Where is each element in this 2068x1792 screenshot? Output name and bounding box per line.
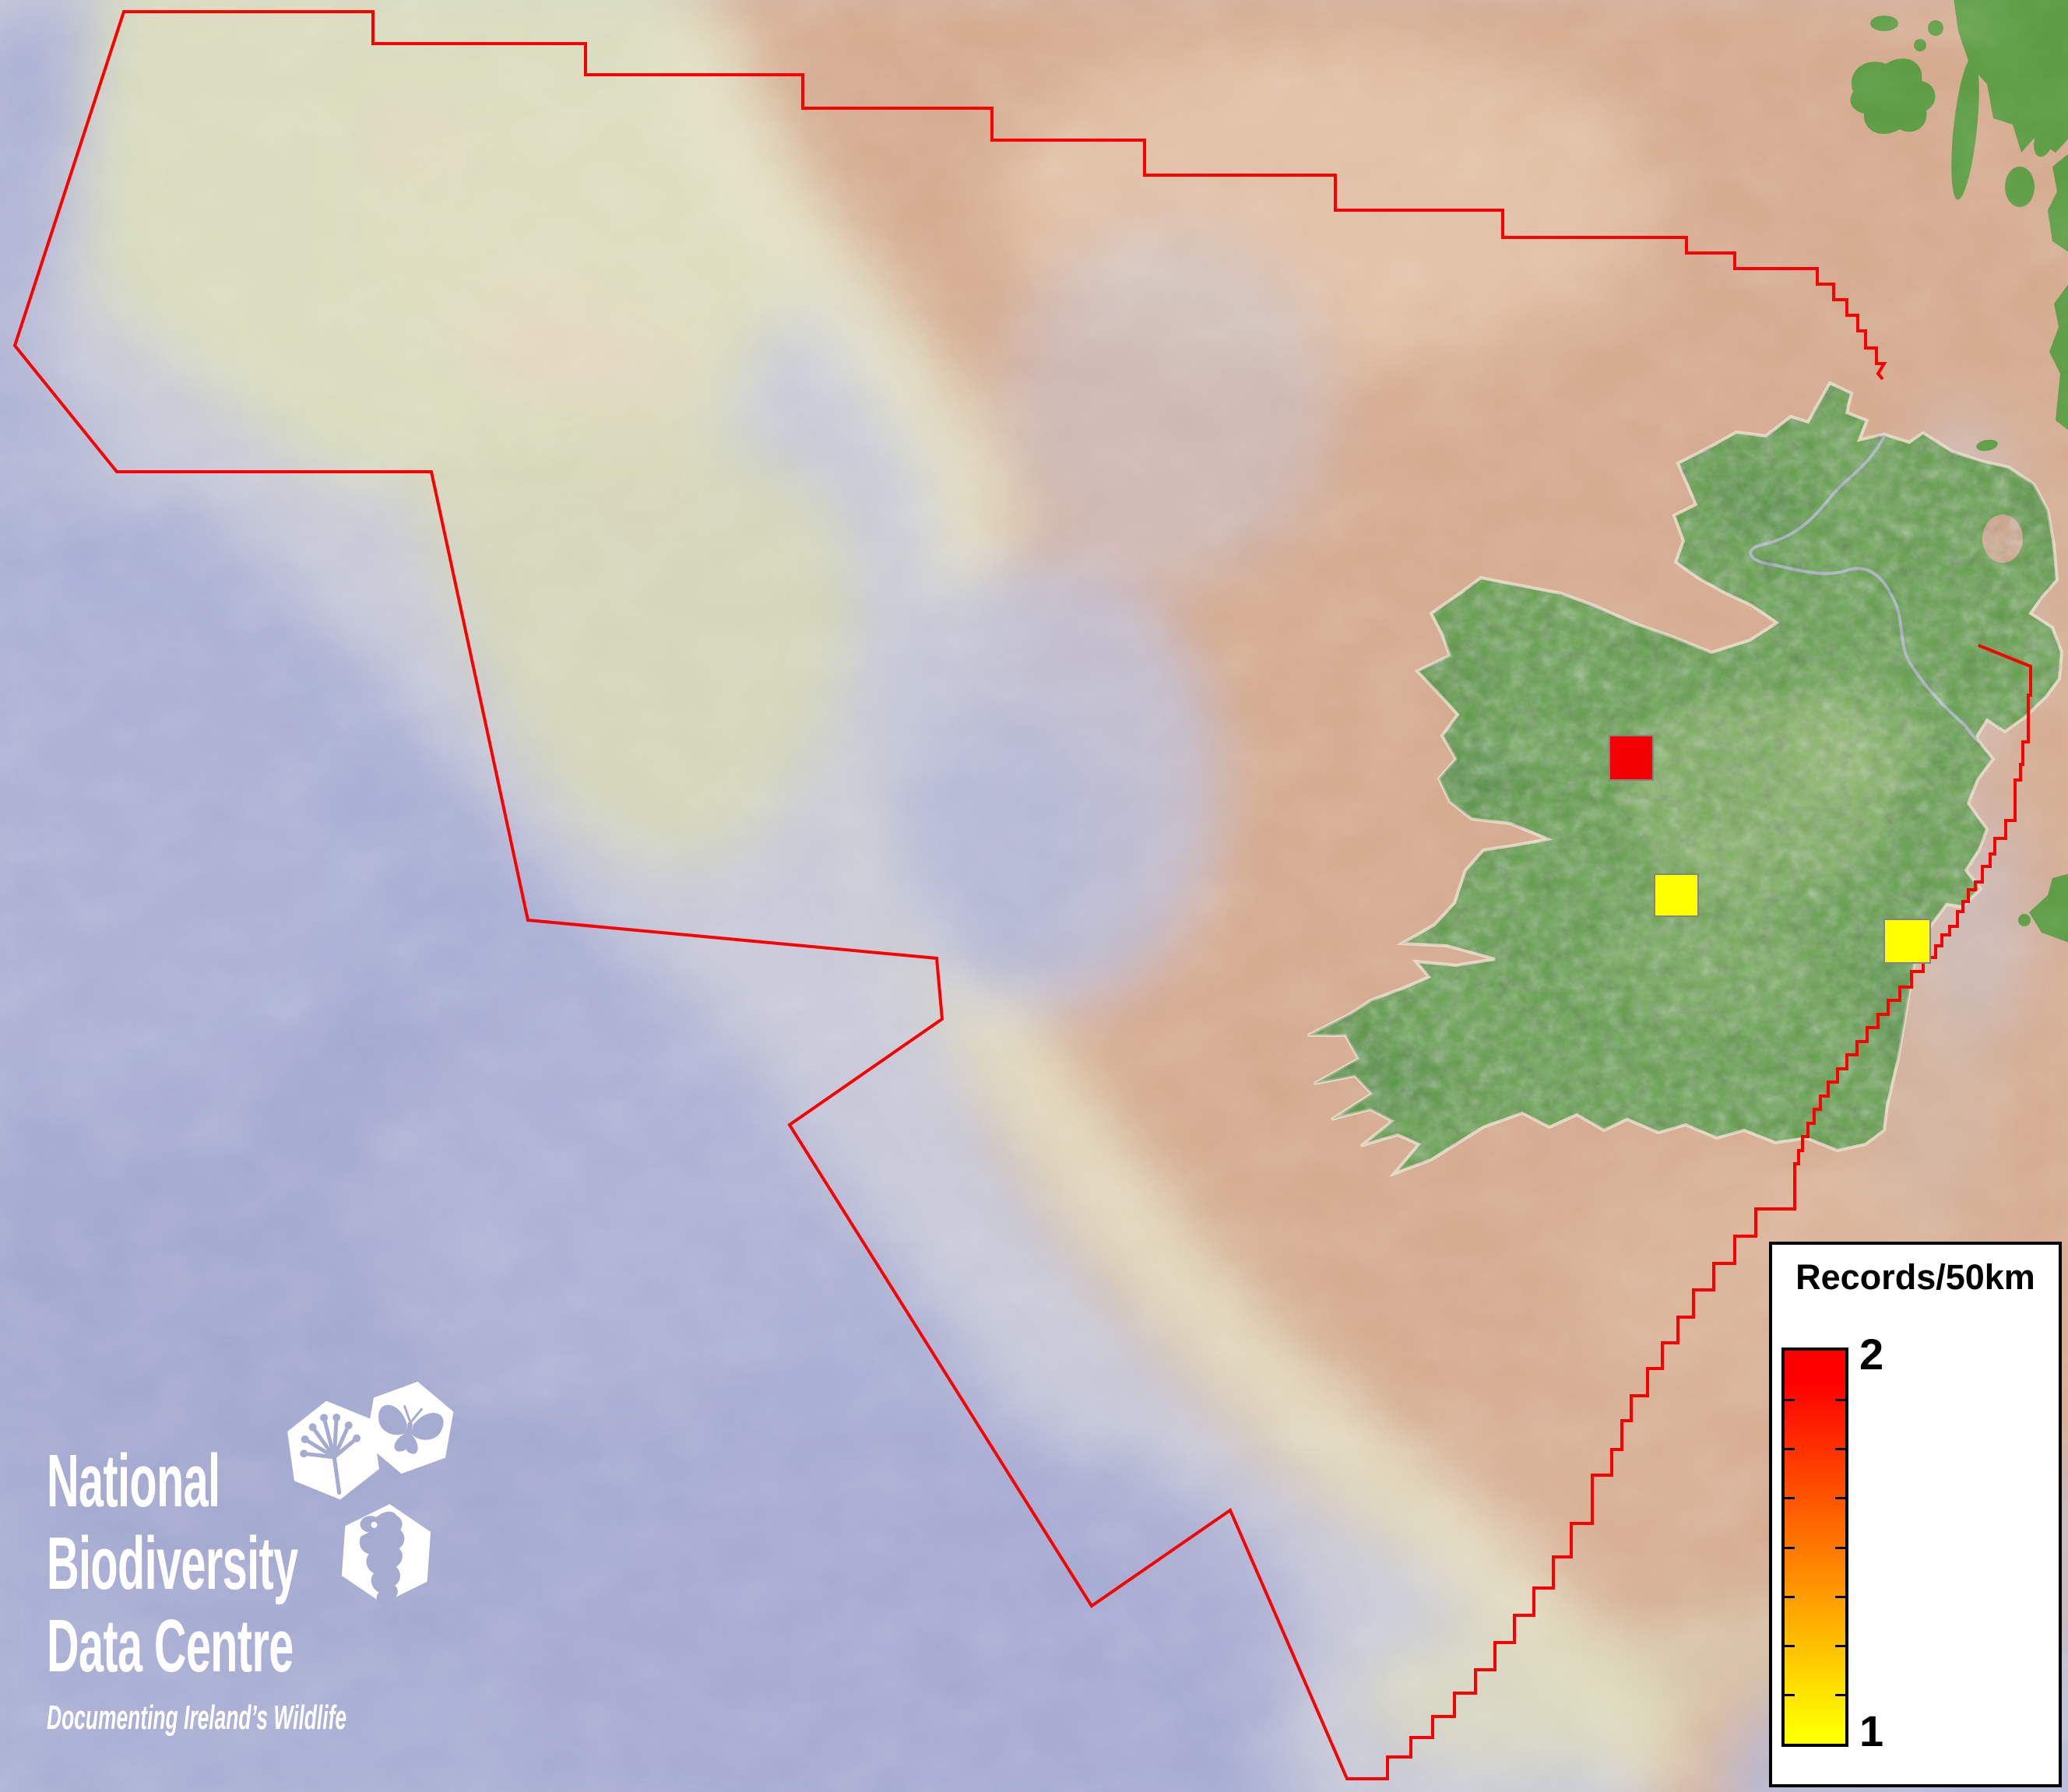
legend-tick: [1785, 1595, 1795, 1598]
legend-tick: [1835, 1399, 1845, 1402]
designated-area-boundary: [12, 10, 2032, 1780]
legend-max-label: 2: [1859, 1330, 1884, 1379]
legend-tick: [1785, 1448, 1795, 1451]
plant-umbel-icon: [287, 1400, 379, 1500]
nbdc-logo-text: National Biodiversity Data Centre Docume…: [47, 1440, 346, 1738]
legend-tick: [1835, 1595, 1845, 1598]
legend-tick: [1785, 1693, 1795, 1696]
legend-tick: [1835, 1546, 1845, 1549]
legend-tick: [1785, 1399, 1795, 1402]
legend-colorbar: [1781, 1348, 1848, 1747]
legend-tick: [1835, 1693, 1845, 1696]
legend-tick: [1835, 1448, 1845, 1451]
logo-line-1: National: [47, 1439, 220, 1523]
seahorse-icon: [341, 1504, 431, 1613]
logo-tagline: Documenting Ireland’s Wildlife: [47, 1699, 347, 1737]
legend-tick: [1785, 1497, 1795, 1500]
legend-tick: [1785, 1644, 1795, 1647]
legend-tick: [1835, 1644, 1845, 1647]
legend-tick: [1785, 1546, 1795, 1549]
legend-title: Records/50km: [1795, 1257, 2035, 1297]
nbdc-logo-hexagons: [287, 1381, 454, 1613]
butterfly-icon: [365, 1381, 454, 1474]
logo-line-3: Data Centre: [47, 1604, 294, 1688]
legend-min-label: 1: [1859, 1706, 1884, 1755]
logo-line-2: Biodiversity: [47, 1522, 298, 1605]
legend-tick: [1835, 1497, 1845, 1500]
nbdc-logo: National Biodiversity Data Centre Docume…: [47, 1381, 547, 1738]
legend-panel: Records/50km 2 1: [1769, 1242, 2062, 1787]
